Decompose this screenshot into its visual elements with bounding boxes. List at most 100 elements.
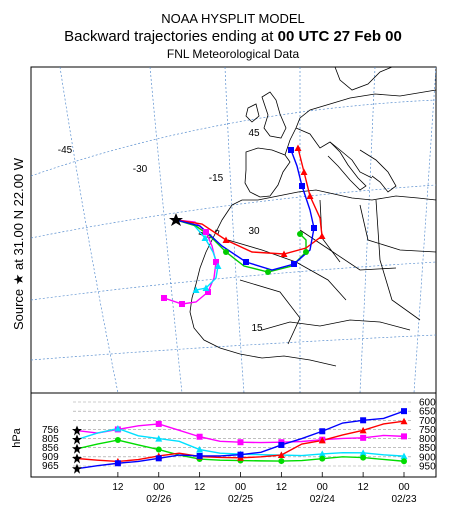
star-icon bbox=[72, 443, 82, 454]
star-icon bbox=[72, 425, 82, 436]
lon-label-3: -15 bbox=[209, 173, 224, 184]
map-trajectory-point bbox=[291, 261, 297, 267]
right-axis-tick-label: 700 bbox=[419, 416, 436, 427]
star-icon bbox=[72, 434, 82, 445]
time-tick-label: 00 bbox=[398, 482, 410, 493]
profile-data-point bbox=[114, 425, 122, 432]
lat-label-2: 30 bbox=[248, 226, 260, 237]
profile-data-point bbox=[360, 434, 367, 441]
time-tick-label: 12 bbox=[276, 482, 288, 493]
map-graticule bbox=[31, 67, 436, 393]
profile-data-point bbox=[400, 417, 408, 425]
profile-data-point bbox=[401, 433, 407, 440]
profile-data-point bbox=[277, 451, 285, 459]
star-icon bbox=[169, 213, 183, 226]
star-icon bbox=[72, 463, 82, 474]
lat-label-3: 15 bbox=[251, 323, 263, 334]
profile-data-point bbox=[237, 451, 244, 458]
profile-data-point bbox=[278, 441, 285, 448]
start-level-label: 856 bbox=[42, 443, 59, 454]
star-icon bbox=[72, 453, 82, 464]
date-tick-label: 02/24 bbox=[310, 494, 335, 505]
lat-label-1: 45 bbox=[248, 128, 260, 139]
profile-data-point bbox=[360, 417, 367, 424]
lon-label-1: -45 bbox=[58, 145, 73, 156]
profile-data-point bbox=[359, 426, 367, 434]
profile-data-point bbox=[319, 455, 326, 462]
map-trajectory-point bbox=[294, 144, 302, 151]
right-axis-tick-label: 600 bbox=[419, 398, 436, 409]
trajectory-title-prefix: Backward trajectories ending at bbox=[64, 28, 278, 45]
time-tick-label: 12 bbox=[358, 482, 370, 493]
trajectory-title-time: 00 UTC 27 Feb 00 bbox=[277, 28, 402, 45]
profile-data-point bbox=[360, 454, 367, 461]
profile-data-point bbox=[319, 428, 326, 435]
profile-data-point bbox=[155, 420, 162, 427]
map-trajectory-point bbox=[306, 192, 314, 199]
right-axis-tick-label: 800 bbox=[419, 434, 436, 445]
profile-data-point bbox=[114, 460, 121, 467]
date-tick-label: 02/26 bbox=[146, 494, 171, 505]
model-title: NOAA HYSPLIT MODEL bbox=[161, 11, 305, 26]
map-trajectory-point bbox=[213, 259, 219, 265]
lon-label-2: -30 bbox=[133, 164, 148, 175]
map-trajectory-point bbox=[161, 295, 167, 301]
map-trajectory-point bbox=[297, 231, 303, 237]
profile-data-point bbox=[401, 408, 407, 415]
profile-data-point bbox=[155, 435, 163, 442]
profile-series-markers bbox=[72, 408, 408, 474]
profile-data-point bbox=[278, 458, 285, 465]
profile-data-point bbox=[114, 437, 121, 444]
right-axis-tick-label: 750 bbox=[419, 425, 436, 436]
trajectory-title: Backward trajectories ending at 00 UTC 2… bbox=[0, 28, 466, 45]
map-trajectory-point bbox=[311, 225, 317, 231]
start-level-label: 805 bbox=[42, 434, 59, 445]
profile-data-point bbox=[359, 449, 367, 456]
map-trajectory-point bbox=[201, 234, 209, 241]
profile-frame bbox=[30, 392, 437, 478]
profile-data-point bbox=[196, 446, 204, 453]
start-level-label: 965 bbox=[42, 461, 59, 472]
meteorological-data-label: FNL Meteorological Data bbox=[166, 47, 300, 61]
map-trajectory-point bbox=[243, 259, 249, 265]
map-trajectory-point bbox=[288, 147, 294, 153]
time-tick-label: 12 bbox=[112, 482, 124, 493]
time-tick-label: 00 bbox=[317, 482, 329, 493]
map-trajectory-point bbox=[299, 183, 305, 189]
map-trajectory-point bbox=[214, 262, 222, 269]
profile-data-point bbox=[155, 446, 162, 453]
time-tick-label: 12 bbox=[194, 482, 206, 493]
profile-data-point bbox=[237, 439, 244, 446]
map-trajectory-point bbox=[223, 249, 229, 255]
right-axis-tick-label: 900 bbox=[419, 452, 436, 463]
map-trajectory-point bbox=[222, 236, 230, 243]
profile-data-point bbox=[196, 452, 203, 459]
map-trajectory-point bbox=[205, 289, 211, 295]
map-trajectory-point bbox=[179, 301, 185, 307]
profile-data-point bbox=[400, 452, 408, 460]
profile-data-point bbox=[318, 436, 326, 444]
profile-data-point bbox=[196, 433, 203, 440]
map-trajectory-markers bbox=[161, 144, 326, 307]
time-tick-label: 00 bbox=[153, 482, 165, 493]
right-axis-tick-label: 650 bbox=[419, 407, 436, 418]
right-axis-tick-label: 950 bbox=[419, 462, 436, 473]
map-trajectory-point bbox=[303, 249, 309, 255]
map-trajectory-point bbox=[280, 250, 288, 257]
right-axis-tick-label: 850 bbox=[419, 443, 436, 454]
profile-data-point bbox=[401, 458, 407, 465]
start-level-label: 909 bbox=[42, 452, 59, 463]
start-level-label: 756 bbox=[42, 425, 59, 436]
profile-data-point bbox=[318, 450, 326, 457]
map-trajectory-point bbox=[203, 229, 209, 235]
time-tick-label: 00 bbox=[235, 482, 247, 493]
map-trajectory-point bbox=[265, 269, 271, 275]
map-trajectory-point bbox=[318, 232, 326, 239]
map-grid-labels: -45 -30 -15 45 30 15 bbox=[58, 128, 263, 334]
map-trajectory-point bbox=[192, 286, 200, 293]
